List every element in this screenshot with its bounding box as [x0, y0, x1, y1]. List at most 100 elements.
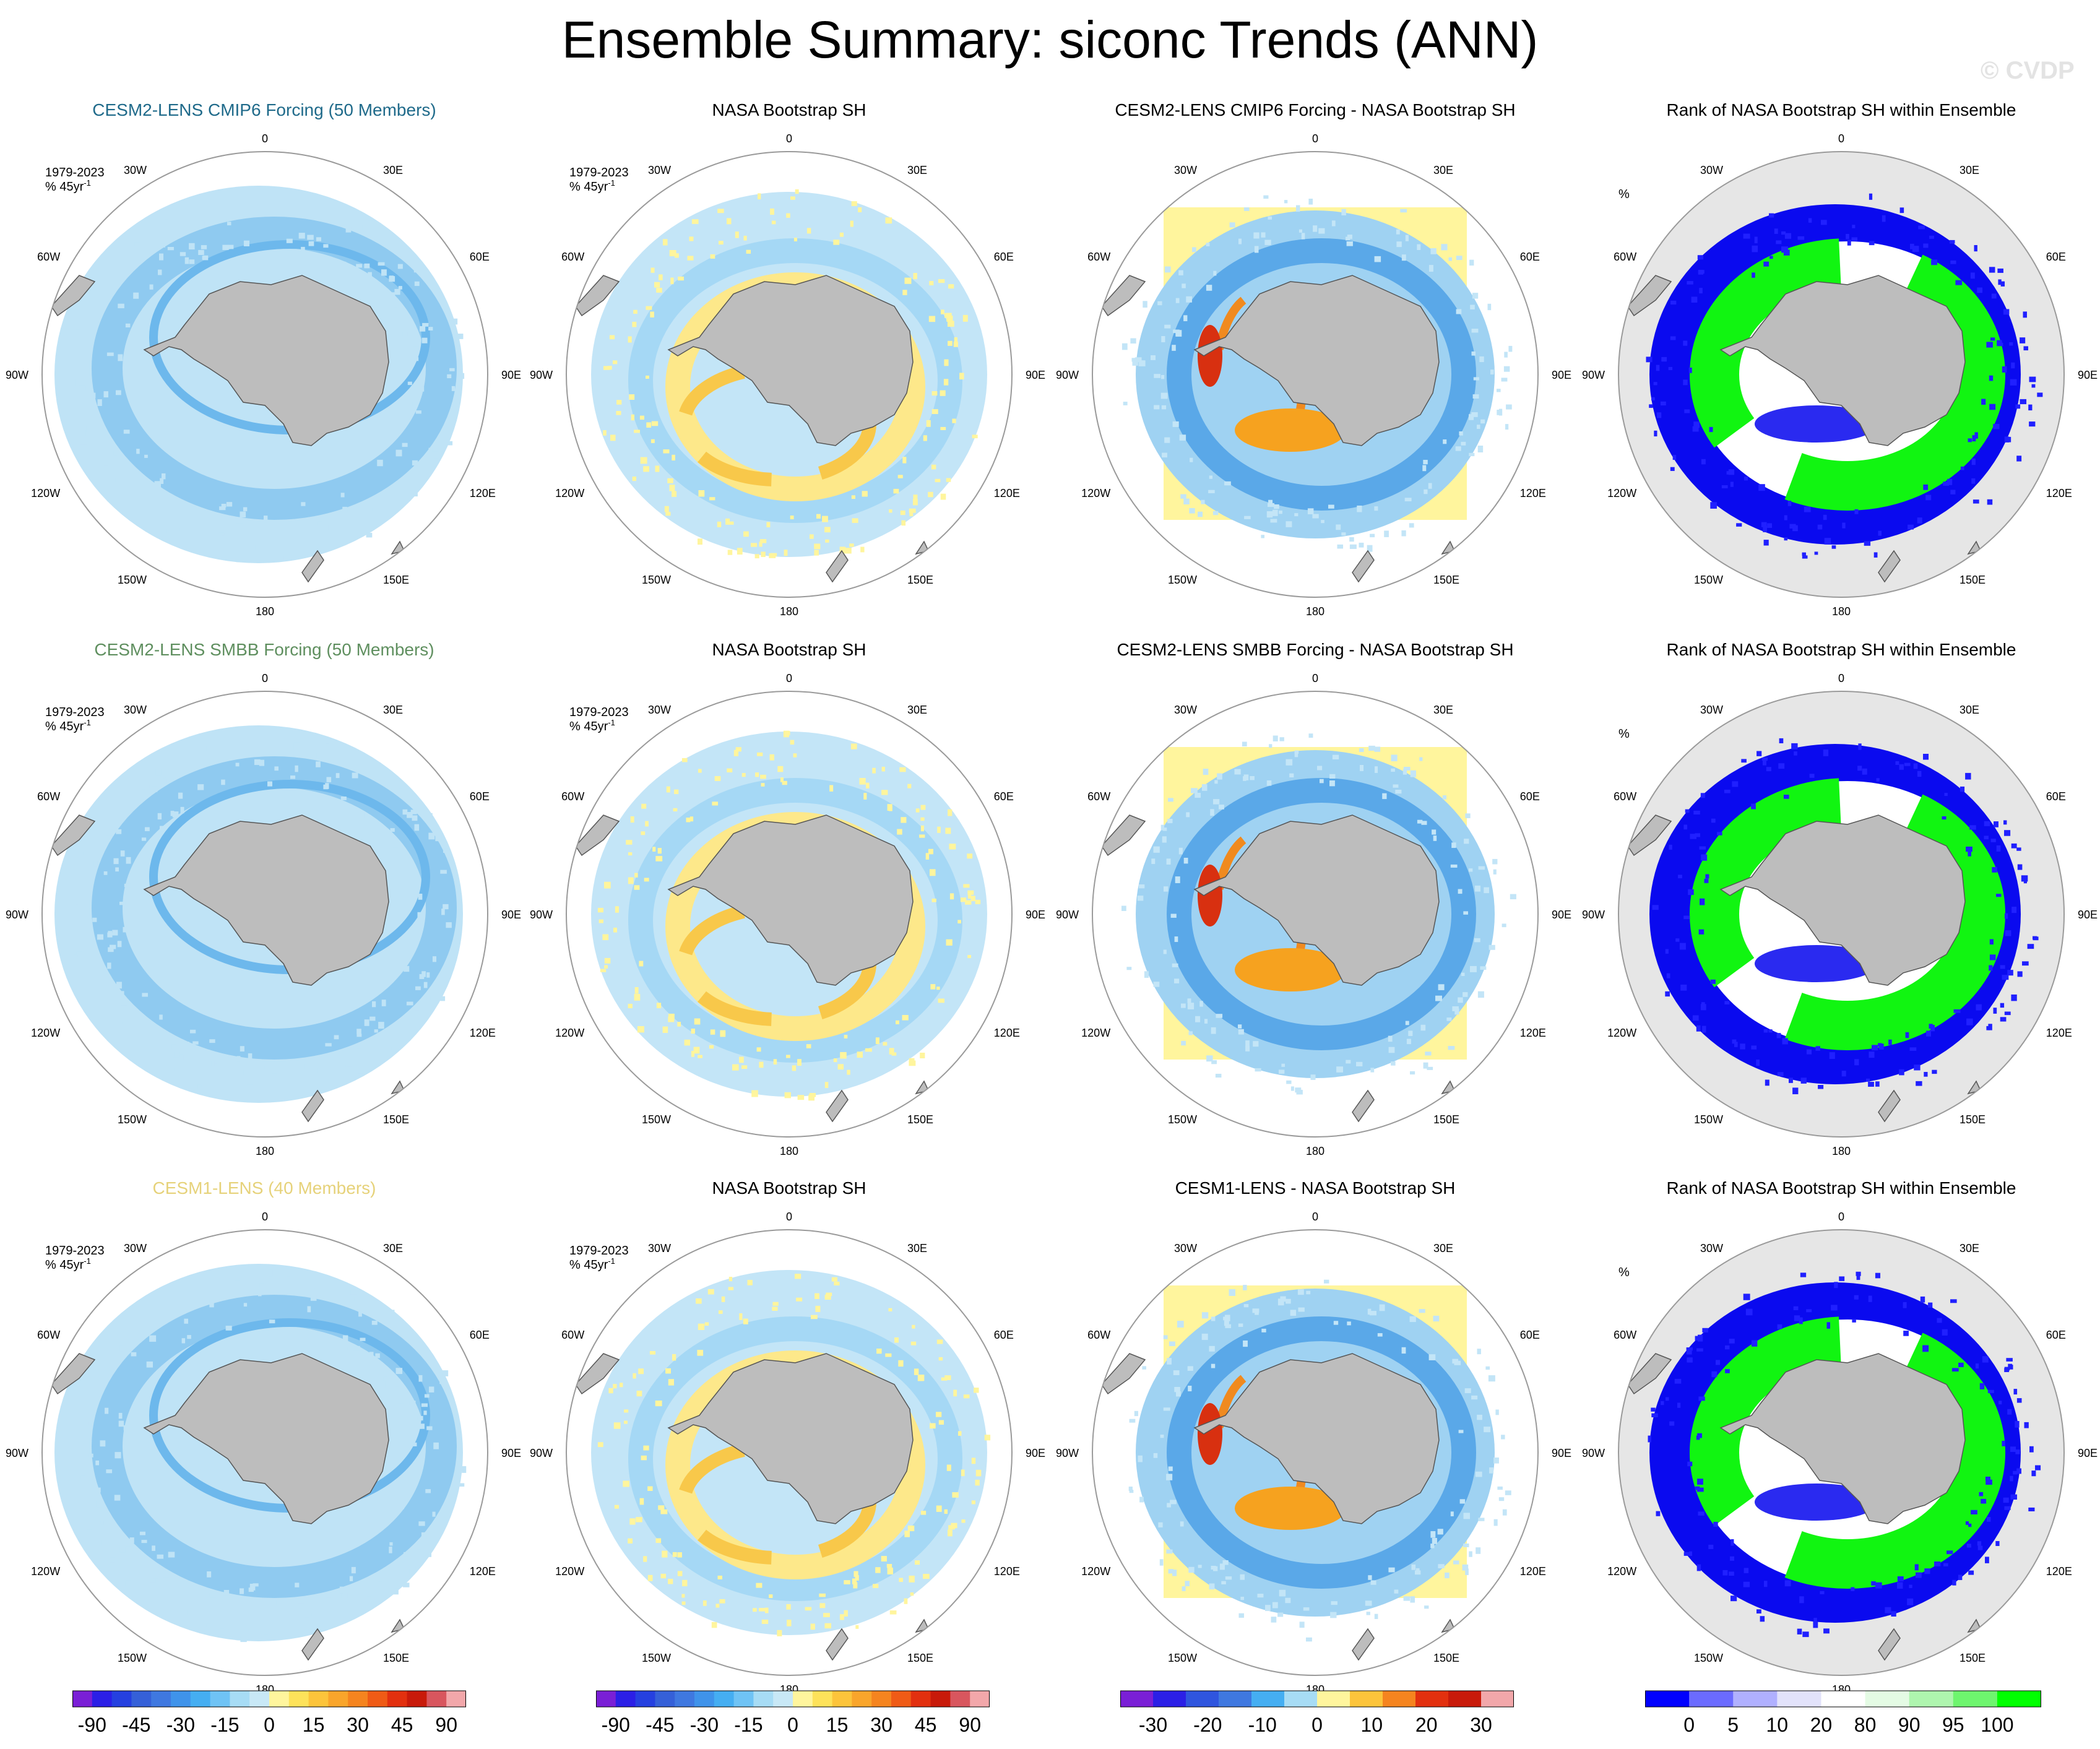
lon-label: 60E — [1520, 1329, 1540, 1341]
lon-label: 60W — [1087, 790, 1110, 803]
colorbar-swatch — [368, 1691, 388, 1707]
lon-label: 30W — [648, 164, 671, 176]
colorbar-swatch — [190, 1691, 211, 1707]
period-label: 1979-2023 — [569, 1244, 629, 1258]
lon-label: 60E — [994, 790, 1014, 803]
colorbar-swatch — [269, 1691, 290, 1707]
lon-label: 60E — [2046, 1329, 2066, 1341]
lon-label: 120E — [470, 1027, 496, 1039]
panel-title: NASA Bootstrap SH — [712, 1178, 866, 1198]
lon-label: 150E — [907, 1652, 933, 1664]
lon-label: 180 — [1306, 1145, 1324, 1157]
colorbar-swatch — [1383, 1691, 1416, 1707]
lon-label: 120E — [994, 1027, 1020, 1039]
period-label: 1979-2023 — [45, 166, 105, 179]
colorbar-swatch — [891, 1691, 912, 1707]
lon-label: 150W — [1168, 1113, 1197, 1126]
lon-label: 150E — [383, 1113, 409, 1126]
colorbar-label: 10 — [1766, 1714, 1789, 1736]
lon-label: 30W — [124, 164, 147, 176]
lon-label: 180 — [1306, 605, 1324, 618]
map-panel-ensemble: CESM2-LENS CMIP6 Forcing (50 Members) 0 30… — [6, 100, 521, 618]
lon-label: 90W — [530, 369, 553, 381]
colorbar-label: 15 — [303, 1714, 325, 1736]
colorbar-rank: 0 5 10 20 80 90 95 100 — [1645, 1690, 2042, 1745]
lon-label: 150E — [907, 574, 933, 586]
colorbar-swatch — [852, 1691, 872, 1707]
colorbar-swatch — [655, 1691, 675, 1707]
lon-label: 120E — [470, 1565, 496, 1578]
lon-label: 0 — [1312, 132, 1318, 145]
lon-label: 120E — [2046, 1565, 2072, 1578]
lon-label: 90E — [2078, 1447, 2098, 1459]
lon-label: 120W — [1607, 487, 1636, 499]
colorbar-label: 15 — [826, 1714, 849, 1736]
colorbar-label: -30 — [166, 1714, 195, 1736]
colorbar-label: -15 — [210, 1714, 239, 1736]
lon-label: 90W — [1056, 369, 1079, 381]
colorbar-label: 5 — [1727, 1714, 1739, 1736]
lon-label: 150E — [1960, 1113, 1985, 1126]
lon-label: 30E — [1433, 704, 1453, 716]
lon-label: 60E — [2046, 251, 2066, 263]
lon-label: 30E — [383, 164, 403, 176]
lon-label: 120E — [470, 487, 496, 499]
map-panel-ensemble: CESM2-LENS SMBB Forcing (50 Members) 0 30E… — [6, 640, 521, 1157]
lon-label: 60W — [561, 251, 584, 263]
colorbar-swatch — [1415, 1691, 1449, 1707]
colorbar-swatch — [1821, 1691, 1866, 1707]
colorbar-swatch — [1284, 1691, 1318, 1707]
colorbar-swatch — [1120, 1691, 1154, 1707]
panel-title: Rank of NASA Bootstrap SH within Ensembl… — [1667, 100, 2016, 119]
colorbar-swatch — [910, 1691, 931, 1707]
units-label: % 45yr-1 — [45, 178, 91, 194]
lon-label: 0 — [262, 1211, 268, 1223]
lon-label: 30W — [1700, 164, 1723, 176]
lon-label: 60E — [994, 1329, 1014, 1341]
colorbar-swatch — [1865, 1691, 1910, 1707]
lon-label: 30E — [1960, 1242, 1979, 1255]
colorbar-label: -10 — [1248, 1714, 1277, 1736]
colorbar-swatch — [348, 1691, 368, 1707]
lon-label: 120E — [1520, 487, 1546, 499]
colorbar-swatch — [1481, 1691, 1515, 1707]
colorbar-label: 30 — [870, 1714, 892, 1736]
lon-label: 150E — [907, 1113, 933, 1126]
colorbar-label: 0 — [1683, 1714, 1695, 1736]
colorbar-swatch — [1777, 1691, 1821, 1707]
panel-title: CESM2-LENS CMIP6 Forcing - NASA Bootstra… — [1115, 100, 1515, 119]
figure-title: Ensemble Summary: siconc Trends (ANN) — [561, 11, 1539, 69]
colorbar-label: 30 — [347, 1714, 369, 1736]
colorbar-trend-obs: -90 -45 -30 -15 0 15 30 45 90 — [596, 1690, 990, 1745]
colorbar-swatch — [970, 1691, 990, 1707]
colorbar-label: 45 — [391, 1714, 413, 1736]
lon-label: 150W — [118, 1113, 147, 1126]
lon-label: 60E — [2046, 790, 2066, 803]
lon-label: 120W — [1607, 1565, 1636, 1578]
lon-label: 120W — [1081, 1565, 1110, 1578]
colorbar-swatch — [1251, 1691, 1285, 1707]
colorbar-swatch — [446, 1691, 467, 1707]
lon-label: 90E — [501, 369, 521, 381]
lon-label: 30E — [907, 1242, 927, 1255]
colorbar-swatch — [832, 1691, 852, 1707]
lon-label: 180 — [1832, 605, 1851, 618]
lon-label: 60E — [1520, 251, 1540, 263]
colorbar-swatch — [308, 1691, 329, 1707]
lon-label: 60W — [37, 1329, 60, 1341]
lon-label: 60W — [1614, 790, 1636, 803]
lon-label: 120E — [1520, 1565, 1546, 1578]
period-label: 1979-2023 — [569, 166, 629, 179]
lon-label: 30E — [907, 164, 927, 176]
colorbar-label: 10 — [1361, 1714, 1383, 1736]
panel-title: CESM1-LENS - NASA Bootstrap SH — [1175, 1178, 1456, 1198]
panel-title: NASA Bootstrap SH — [712, 100, 866, 119]
lon-label: 30E — [1433, 1242, 1453, 1255]
lon-label: 90W — [530, 909, 553, 921]
colorbar-swatch — [1909, 1691, 1954, 1707]
lon-label: 180 — [780, 1145, 798, 1157]
lon-label: 30W — [1174, 1242, 1197, 1255]
colorbar-swatch — [387, 1691, 408, 1707]
lon-label: 30W — [648, 1242, 671, 1255]
map-panel-diff: CESM2-LENS CMIP6 Forcing - NASA Bootstra… — [1056, 100, 1571, 618]
